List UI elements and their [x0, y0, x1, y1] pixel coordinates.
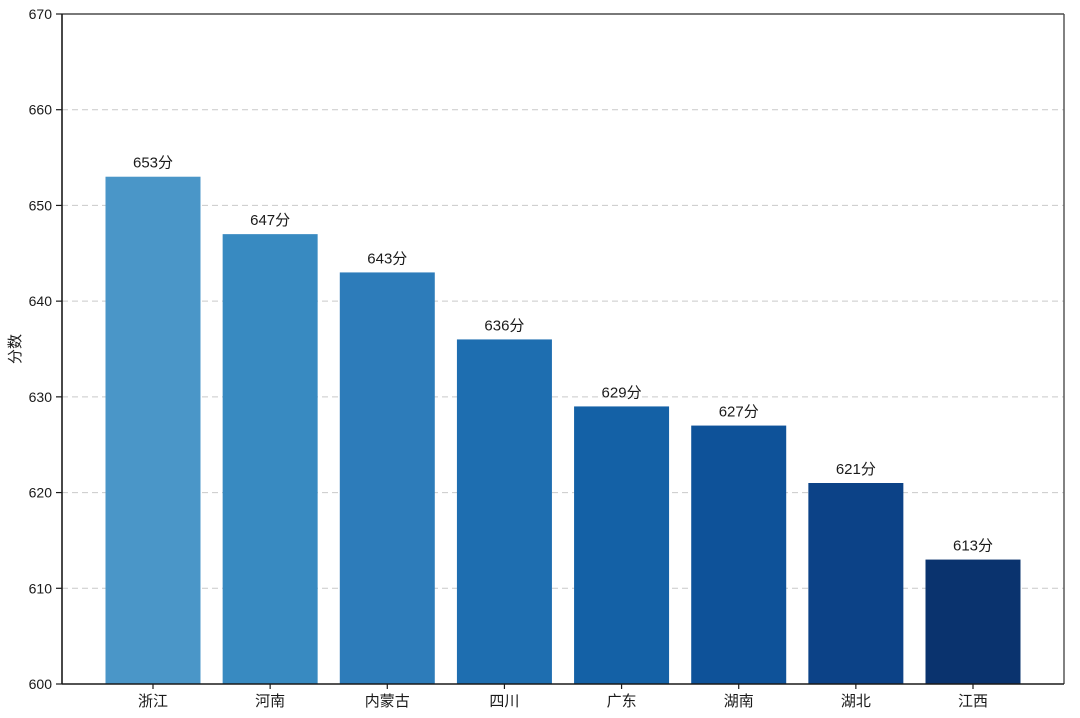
- bar: [691, 425, 787, 684]
- x-category-label: 内蒙古: [365, 693, 410, 710]
- bar: [925, 559, 1021, 684]
- x-category-label: 河南: [255, 693, 285, 710]
- bar-value-label: 647分: [250, 212, 290, 229]
- x-category-label: 广东: [607, 693, 637, 710]
- x-category-label: 浙江: [138, 693, 168, 710]
- bar-value-label: 636分: [484, 317, 524, 334]
- bar-value-label: 643分: [367, 250, 407, 267]
- bar: [808, 483, 904, 684]
- y-tick-label: 640: [29, 293, 53, 309]
- y-tick-label: 660: [29, 102, 53, 118]
- y-tick-label: 610: [29, 580, 53, 596]
- x-category-label: 湖南: [724, 693, 754, 710]
- bar: [222, 234, 318, 684]
- bar-value-label: 629分: [602, 384, 642, 401]
- y-axis-title: 分数: [7, 334, 24, 364]
- bar: [105, 176, 201, 684]
- y-tick-label: 650: [29, 197, 53, 213]
- y-tick-label: 670: [29, 6, 53, 22]
- bar-value-label: 613分: [953, 538, 993, 555]
- bar: [456, 339, 552, 684]
- bar-value-label: 621分: [836, 461, 876, 478]
- bar: [339, 272, 435, 684]
- y-tick-label: 600: [29, 676, 53, 692]
- y-tick-label: 630: [29, 389, 53, 405]
- x-category-label: 江西: [958, 693, 988, 710]
- x-category-label: 湖北: [841, 693, 871, 710]
- bar-value-label: 653分: [133, 155, 173, 172]
- bar: [574, 406, 670, 684]
- bar-value-label: 627分: [719, 404, 759, 421]
- y-tick-label: 620: [29, 485, 53, 501]
- x-category-label: 四川: [489, 693, 519, 710]
